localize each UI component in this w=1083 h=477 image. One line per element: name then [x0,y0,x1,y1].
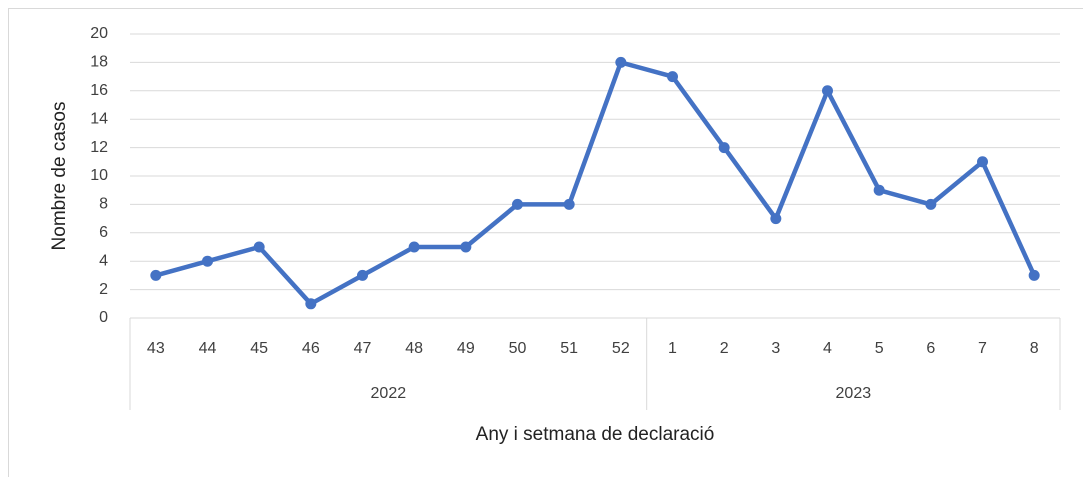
chart-border [8,8,1083,477]
data-point [1028,269,1040,281]
data-point [873,184,885,196]
data-point [667,71,678,83]
data-point [718,142,730,154]
x-tick-label: 46 [302,340,320,357]
x-tick-label: 4 [823,340,832,357]
x-tick-label: 2 [720,340,729,357]
data-point [253,241,265,253]
y-axis-title: Nombre de casos [49,102,70,251]
data-point [770,213,782,225]
y-tick-label: 6 [99,224,108,241]
y-tick-label: 10 [90,167,108,184]
y-tick-label: 12 [90,139,108,156]
x-tick-label: 44 [199,340,217,357]
x-tick-label: 1 [668,340,677,357]
x-tick-label: 50 [509,340,527,357]
y-tick-label: 16 [90,82,108,99]
y-tick-label: 2 [99,281,108,298]
x-tick-label: 7 [978,340,987,357]
x-tick-label: 43 [147,340,165,357]
y-tick-label: 4 [99,252,108,269]
data-point [460,241,472,253]
x-tick-label: 51 [560,340,578,357]
x-tick-label: 45 [250,340,268,357]
y-tick-label: 20 [90,25,108,42]
data-point [202,255,213,267]
data-point [357,269,368,281]
x-axis-title: Any i setmana de declaració [476,424,715,445]
data-point [408,241,420,253]
x-group-label: 2022 [371,385,407,402]
x-tick-label: 6 [926,340,935,357]
data-point [150,269,162,281]
data-point [977,156,988,168]
y-tick-label: 0 [99,309,108,326]
x-tick-label: 8 [1030,340,1039,357]
x-tick-label: 49 [457,340,475,357]
x-tick-label: 3 [771,340,780,357]
data-point [563,198,575,210]
data-point [615,56,627,68]
data-point [512,198,523,210]
x-group-label: 2023 [836,385,872,402]
x-tick-label: 52 [612,340,630,357]
x-tick-label: 47 [354,340,372,357]
y-tick-label: 14 [90,110,108,127]
x-tick-label: 48 [405,340,423,357]
line-series [153,60,1037,307]
data-point [305,298,317,310]
y-tick-label: 8 [99,196,108,213]
data-point [822,85,833,97]
x-tick-label: 5 [875,340,884,357]
y-tick-label: 18 [90,54,108,71]
data-point [925,198,937,210]
